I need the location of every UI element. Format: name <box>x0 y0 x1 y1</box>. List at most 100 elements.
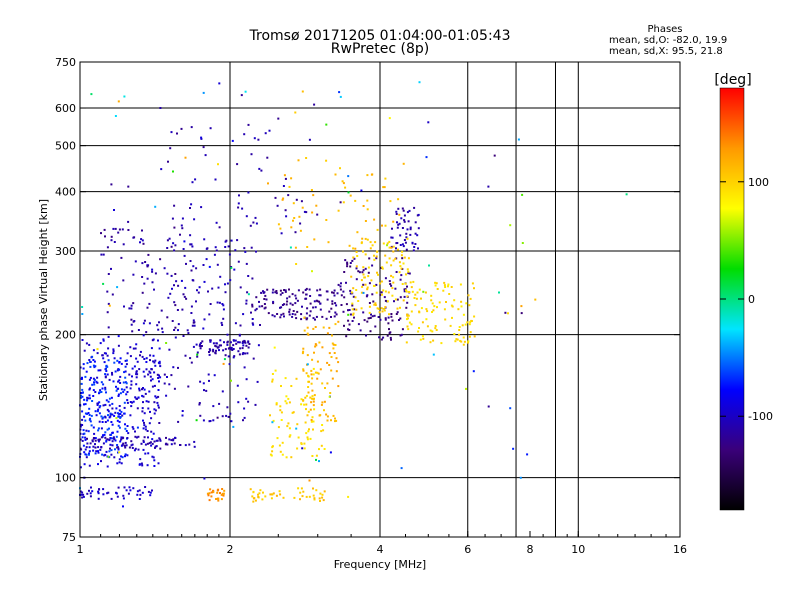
data-point <box>464 323 467 326</box>
data-point <box>147 373 150 376</box>
data-point <box>246 291 249 294</box>
data-point <box>228 253 231 256</box>
data-point <box>404 282 407 285</box>
data-point <box>98 401 101 404</box>
data-point <box>156 324 159 327</box>
data-point <box>427 121 430 124</box>
data-point <box>123 401 126 404</box>
data-point <box>156 401 159 404</box>
data-point <box>111 440 114 443</box>
data-point <box>399 244 402 246</box>
x-tick-label: 1 <box>77 543 84 556</box>
data-point <box>187 385 190 388</box>
data-point <box>436 288 439 290</box>
data-point <box>305 394 308 397</box>
data-point <box>242 340 245 343</box>
data-point <box>231 349 234 351</box>
data-point <box>285 395 288 398</box>
y-tick-label: 200 <box>55 329 76 342</box>
data-point <box>436 306 438 309</box>
data-point <box>434 325 437 327</box>
data-point <box>305 403 308 406</box>
data-point <box>126 352 129 355</box>
data-point <box>123 444 126 447</box>
data-point <box>405 341 408 344</box>
data-point <box>314 306 317 309</box>
data-point <box>302 291 305 294</box>
data-point <box>126 454 129 457</box>
data-point <box>100 427 103 430</box>
data-point <box>399 306 401 309</box>
data-point <box>189 207 191 209</box>
data-point <box>116 444 119 446</box>
data-point <box>151 378 154 381</box>
data-point <box>190 203 193 206</box>
data-point <box>81 436 84 439</box>
data-point <box>272 302 275 305</box>
data-point <box>305 211 308 214</box>
data-point <box>244 90 247 93</box>
data-point <box>362 250 364 253</box>
data-point <box>331 377 334 380</box>
data-point <box>183 295 186 298</box>
data-point <box>390 313 393 315</box>
data-point <box>88 446 91 449</box>
data-point <box>123 412 126 415</box>
data-point <box>125 359 128 362</box>
data-point <box>158 321 160 324</box>
data-point <box>274 369 277 372</box>
data-point <box>381 310 384 313</box>
data-point <box>212 342 215 345</box>
data-point <box>217 286 220 289</box>
data-point <box>347 175 350 178</box>
data-point <box>173 329 176 331</box>
data-point <box>361 285 364 288</box>
data-point <box>301 206 304 209</box>
data-point <box>325 413 328 416</box>
data-point <box>154 395 157 398</box>
data-point <box>82 495 85 498</box>
data-point <box>405 306 408 309</box>
data-point <box>139 241 141 244</box>
data-point <box>245 397 248 400</box>
data-point <box>125 393 128 396</box>
chart-subtitle: RwPretec (8p) <box>331 41 429 57</box>
data-point <box>328 352 331 355</box>
data-point <box>124 427 127 430</box>
data-point <box>238 194 240 197</box>
data-point <box>200 136 203 139</box>
data-point <box>152 456 155 459</box>
data-point <box>275 402 278 405</box>
data-point <box>117 380 120 383</box>
data-point <box>251 305 254 308</box>
data-point <box>130 304 133 307</box>
data-point <box>349 289 352 292</box>
data-point <box>403 239 406 241</box>
data-point <box>288 185 291 188</box>
data-point <box>229 341 232 344</box>
data-point <box>254 309 257 312</box>
data-point <box>199 345 202 348</box>
data-point <box>318 341 321 344</box>
data-point <box>399 278 402 281</box>
data-point <box>135 376 138 379</box>
data-point <box>106 246 109 249</box>
data-point <box>388 240 391 243</box>
data-point <box>115 417 118 419</box>
data-point <box>165 436 167 439</box>
data-point <box>127 432 130 435</box>
data-point <box>97 408 100 411</box>
data-point <box>155 396 158 399</box>
data-point <box>96 404 99 406</box>
data-point <box>390 315 393 318</box>
data-point <box>337 283 340 286</box>
data-point <box>380 291 383 294</box>
data-point <box>122 494 125 497</box>
data-point <box>130 405 133 408</box>
data-point <box>242 313 245 316</box>
data-point <box>337 320 340 323</box>
data-point <box>403 220 406 223</box>
data-point <box>467 294 470 297</box>
data-point <box>386 334 389 337</box>
